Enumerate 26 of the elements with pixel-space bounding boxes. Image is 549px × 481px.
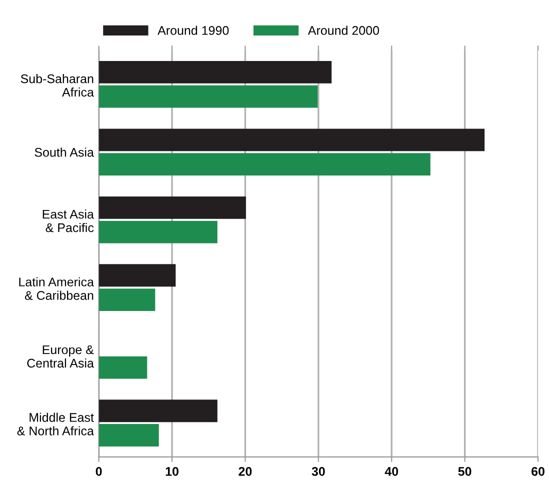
y-tick-label: Middle East & North Africa (17, 412, 94, 436)
x-tick-label: 50 (458, 467, 472, 476)
y-tick-label: Latin America & Caribbean (19, 277, 94, 300)
x-tick-label: 40 (384, 467, 398, 476)
legend-label: Around 2000 (308, 26, 379, 35)
x-tick-label: 0 (96, 467, 102, 476)
x-tick-label: 30 (312, 467, 325, 476)
x-tick-label: 60 (532, 467, 544, 476)
bar (98, 400, 218, 422)
bar (98, 220, 218, 244)
bar (98, 128, 485, 152)
bar (98, 153, 430, 176)
y-tick-label: Sub-Saharan Africa (20, 74, 94, 97)
bar (98, 60, 332, 84)
x-tick-label: 10 (166, 467, 178, 476)
bar (98, 264, 176, 287)
bar (98, 288, 156, 312)
y-tick-label: South Asia (34, 148, 94, 157)
bar (98, 424, 159, 446)
y-tick-label: East Asia & Pacific (42, 210, 94, 232)
bar (98, 356, 148, 379)
x-tick-label: 20 (238, 467, 252, 476)
bar (98, 196, 246, 219)
y-tick-label: Europe & Central Asia (27, 345, 94, 368)
bar (98, 85, 318, 108)
legend-label: Around 1990 (158, 26, 229, 35)
